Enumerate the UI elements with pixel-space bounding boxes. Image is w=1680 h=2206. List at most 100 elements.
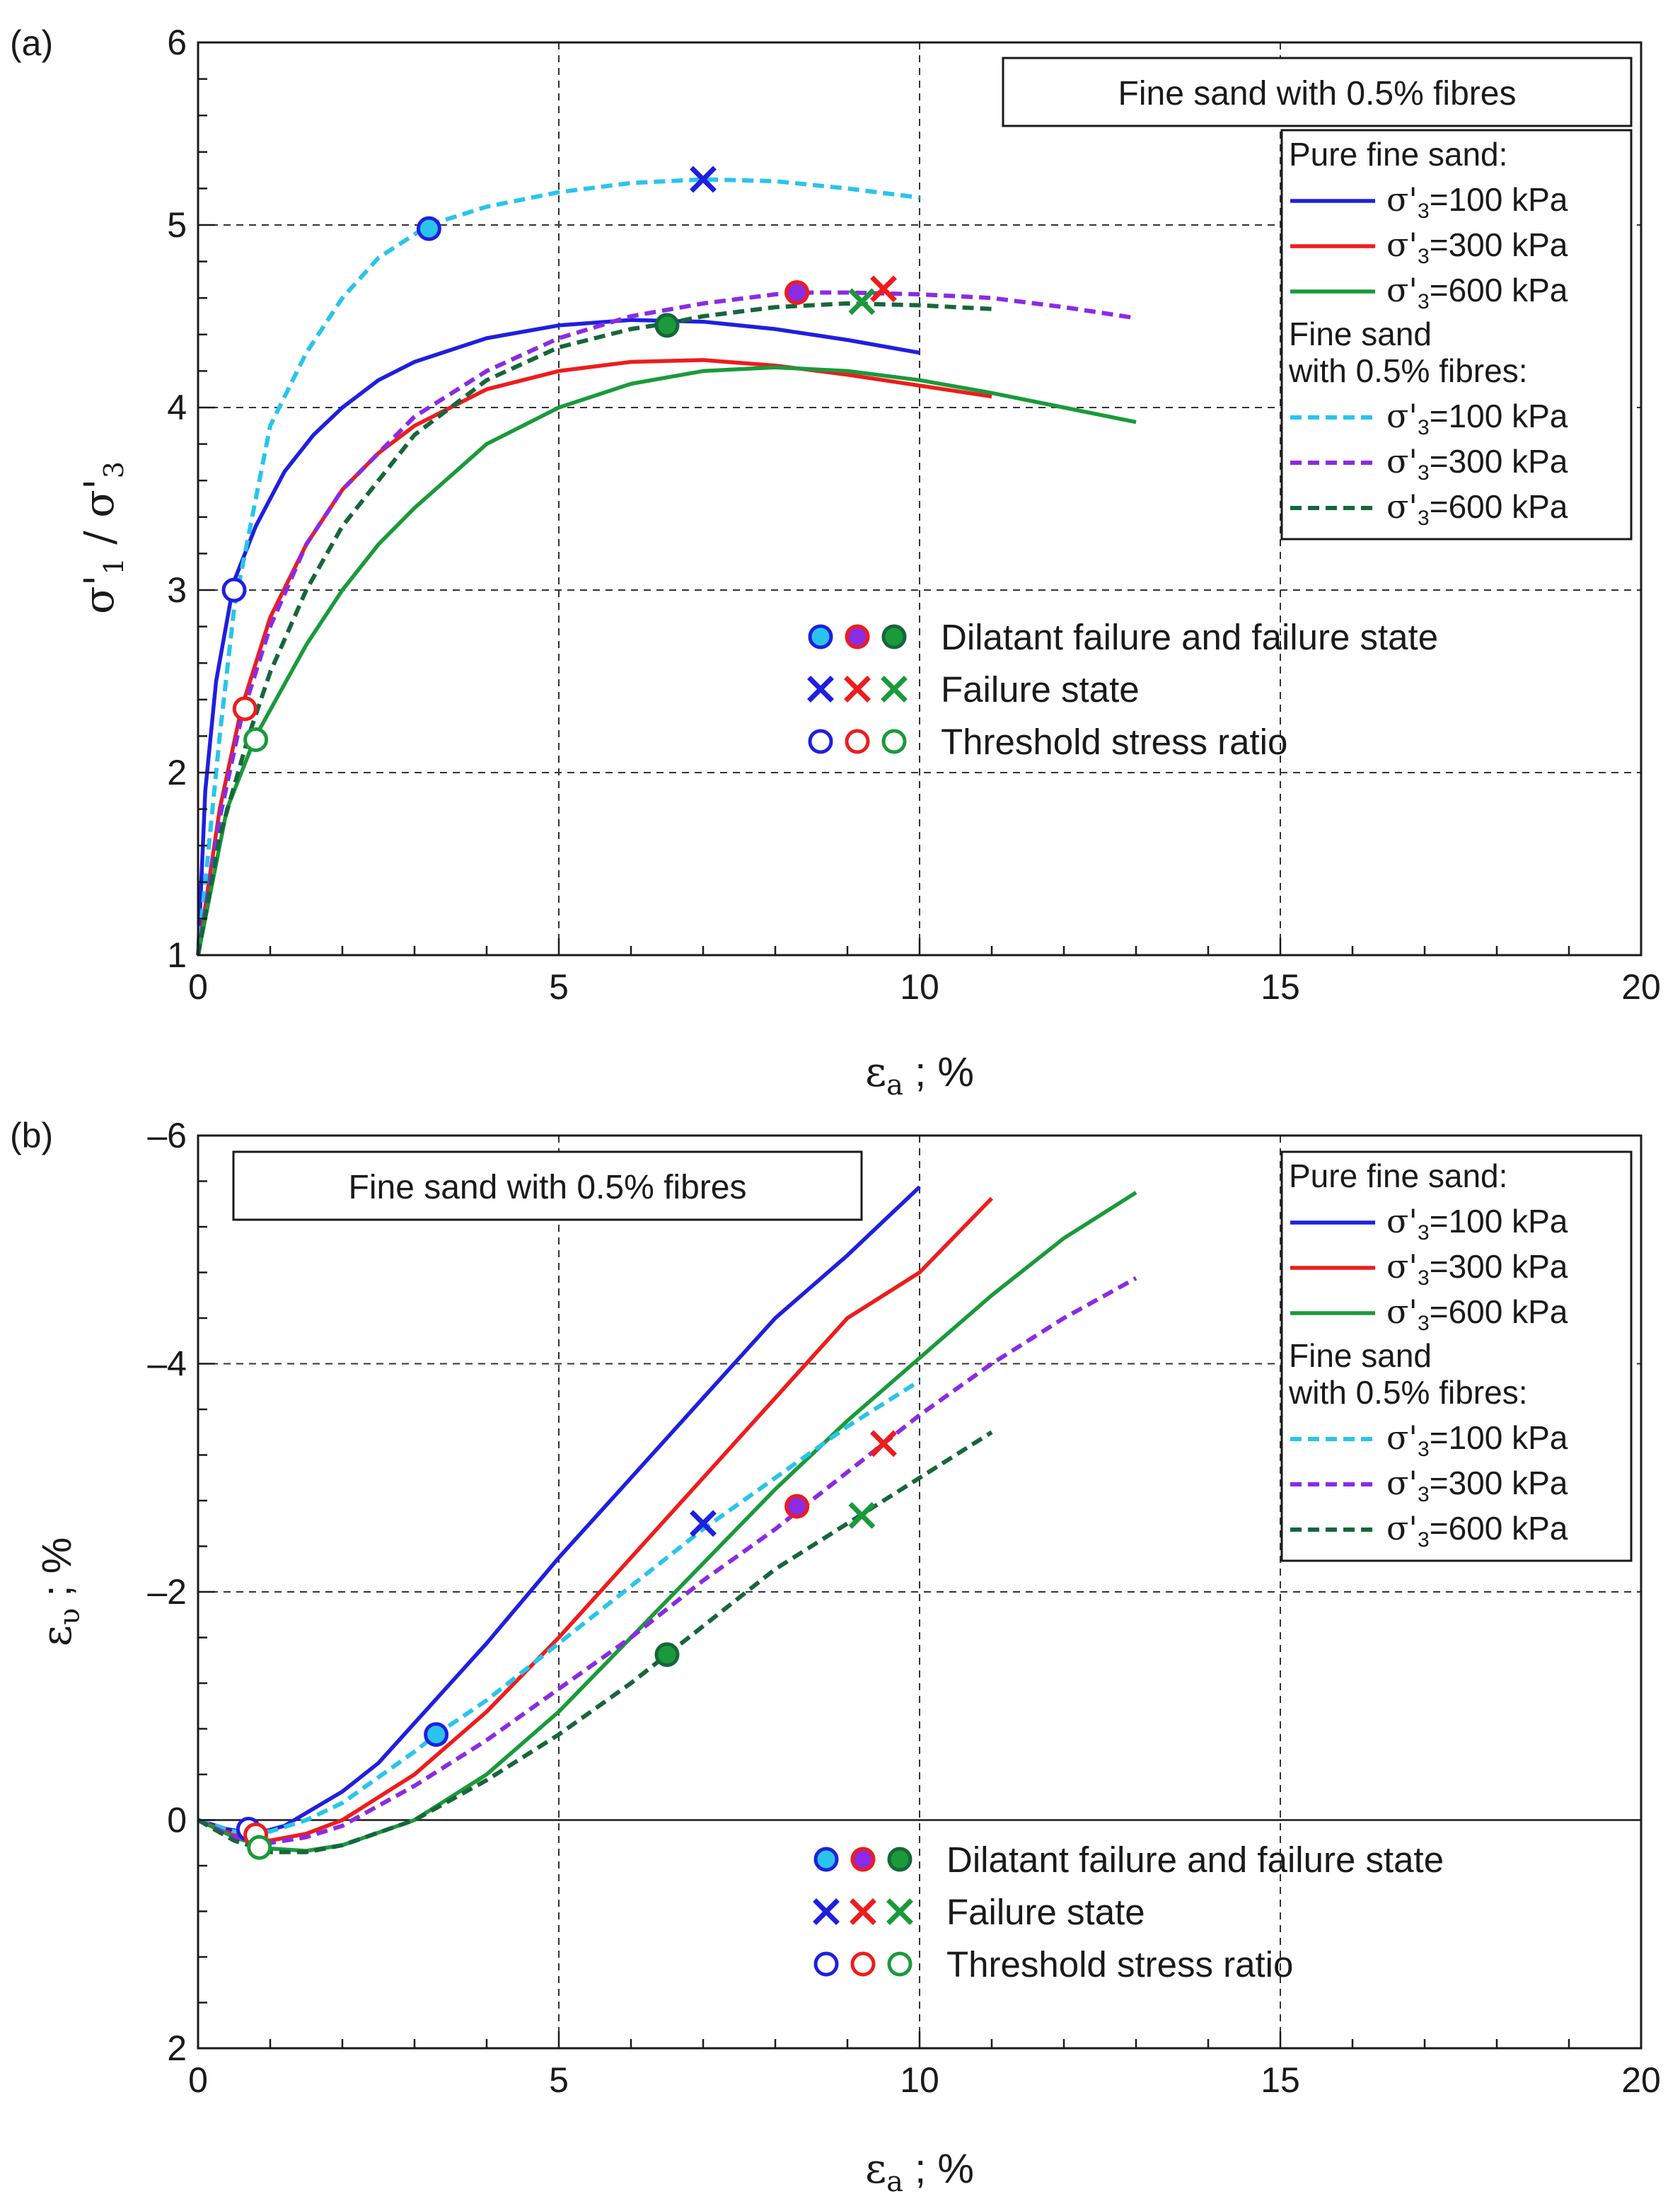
legend-entry-value: =600 kPa [1430,272,1568,308]
legend-entry-sub: 3 [1418,245,1430,268]
marker-legend-label-b: Failure state [946,1892,1145,1932]
data-a-open-marker [243,727,269,753]
x-tick-label-a: 10 [900,967,939,1007]
legend-a-filled-marker [881,624,907,649]
legend-entry-value: =100 kPa [1430,1419,1568,1456]
legend-group-title-a: Pure fine sand: [1289,136,1507,173]
series-line-a-pure-green [196,365,1137,956]
legend-entry-value: =100 kPa [1430,1203,1568,1240]
y-tick-label-a: 1 [167,935,187,975]
legend-b-open-marker [850,1951,876,1977]
legend-group-title-a: with 0.5% fibres: [1288,352,1527,389]
legend-entry-sigma: σ' [1386,1419,1418,1457]
y-tick-label-b: –4 [147,1344,187,1384]
legend-entry-a: σ'3=600 kPa [1386,271,1568,313]
legend-entry-value: =600 kPa [1430,488,1568,525]
x-axis-label-b: εa ; % [865,2144,974,2198]
title-b: Fine sand with 0.5% fibres [349,1169,747,1206]
legend-entry-a: σ'3=100 kPa [1386,180,1568,223]
legend-group-title-b: Fine sand [1289,1337,1432,1374]
data-b-cross-marker [690,1510,717,1537]
data-a-open-marker [232,696,257,722]
marker-legend-label-b: Dilatant failure and failure state [946,1840,1444,1880]
legend-entry-b: σ'3=600 kPa [1386,1293,1568,1335]
x-tick-label-b: 10 [900,2060,939,2100]
legend-entry-sigma: σ' [1386,1509,1418,1547]
data-a-open-marker [221,577,247,603]
legend-group-title-b: Pure fine sand: [1289,1157,1507,1194]
legend-entry-sub: 3 [1418,1312,1430,1335]
legend-entry-sub: 3 [1418,507,1430,530]
data-b-filled-marker [424,1722,449,1748]
legend-b-cross-marker [886,1898,913,1925]
legend-a-cross-marker [807,676,834,703]
legend-entry-sigma: σ' [1386,1247,1418,1286]
x-tick-label-a: 15 [1261,967,1300,1007]
legend-entry-sub: 3 [1418,1483,1430,1506]
markers-a [221,166,897,753]
panel-a: (a) 0 5 10 15 20 1 2 3 4 5 6 σ'1 / σ'3 εa ; % Fine… [10,23,1661,1102]
data-b-cross-marker [870,1430,897,1457]
series-line-a-fibre-cyan [196,177,920,956]
legend-b-cross-marker [850,1898,876,1925]
legend-entry-sub: 3 [1418,1221,1430,1245]
legend-entry-sub: 3 [1418,200,1430,223]
legend-group-title-a: Fine sand [1289,316,1432,352]
legend-entry-b: σ'3=300 kPa [1386,1464,1568,1506]
legend-box-b [1280,1150,1633,1562]
legend-a-cross-marker [881,676,908,703]
y-tick-label-b: 2 [167,2028,187,2068]
legend-entry-sigma: σ' [1386,226,1418,264]
title-a: Fine sand with 0.5% fibres [1118,75,1517,112]
x-tick-label-a: 20 [1621,967,1661,1007]
series-b [197,1185,1137,1854]
legend-b-open-marker [887,1951,913,1977]
markers-b [236,1430,897,1860]
series-line-b-pure-green [197,1191,1137,1853]
y-tick-label-a: 5 [167,205,187,245]
marker-legend-a: Dilatant failure and failure state Failur… [807,617,1438,762]
legend-entry-b: σ'3=100 kPa [1386,1202,1568,1245]
data-a-filled-marker [416,216,441,241]
legend-entry-a: σ'3=600 kPa [1386,487,1568,530]
legend-entry-value: =100 kPa [1430,398,1568,434]
legend-b-open-marker [813,1951,839,1977]
legend-a-filled-marker [808,624,833,649]
legend-entry-sub: 3 [1418,1266,1430,1290]
y-tick-label-a: 3 [167,570,187,610]
legend-b-filled-marker [887,1847,913,1872]
marker-legend-b: Dilatant failure and failure state Failur… [813,1840,1444,1985]
title-box-a: Fine sand with 0.5% fibres [1002,57,1633,127]
series-line-a-pure-red [196,358,992,956]
series-a [196,177,1137,956]
legend-entry-sigma: σ' [1386,1202,1418,1240]
y-tick-label-b: –6 [147,1116,187,1155]
series-line-b-fibre-cyan [197,1379,921,1834]
legend-entry-sigma: σ' [1386,442,1418,480]
series-line-b-fibre-purple [197,1276,1137,1845]
y-tick-label-a: 2 [167,753,187,792]
legend-entry-sub: 3 [1418,1528,1430,1552]
series-line-a-pure-blue [196,318,920,956]
data-b-filled-marker [784,1494,810,1519]
x-tick-label-b: 15 [1261,2060,1300,2100]
legend-entry-sub: 3 [1418,461,1430,485]
legend-entry-sigma: σ' [1386,271,1418,309]
y-tick-label-a: 6 [167,23,187,62]
legend-b-cross-marker [813,1898,840,1925]
legend-entry-sigma: σ' [1386,1293,1418,1331]
x-tick-label-b: 20 [1621,2060,1661,2100]
data-a-filled-marker [654,313,680,338]
legend-entry-sub: 3 [1418,1438,1430,1461]
marker-legend-label-a: Dilatant failure and failure state [941,617,1438,657]
legend-b-filled-marker [813,1847,839,1872]
data-b-cross-marker [848,1502,876,1529]
panel-label-a: (a) [10,23,53,63]
legend-entry-b: σ'3=100 kPa [1386,1419,1568,1461]
legend-entry-b: σ'3=600 kPa [1386,1509,1568,1552]
